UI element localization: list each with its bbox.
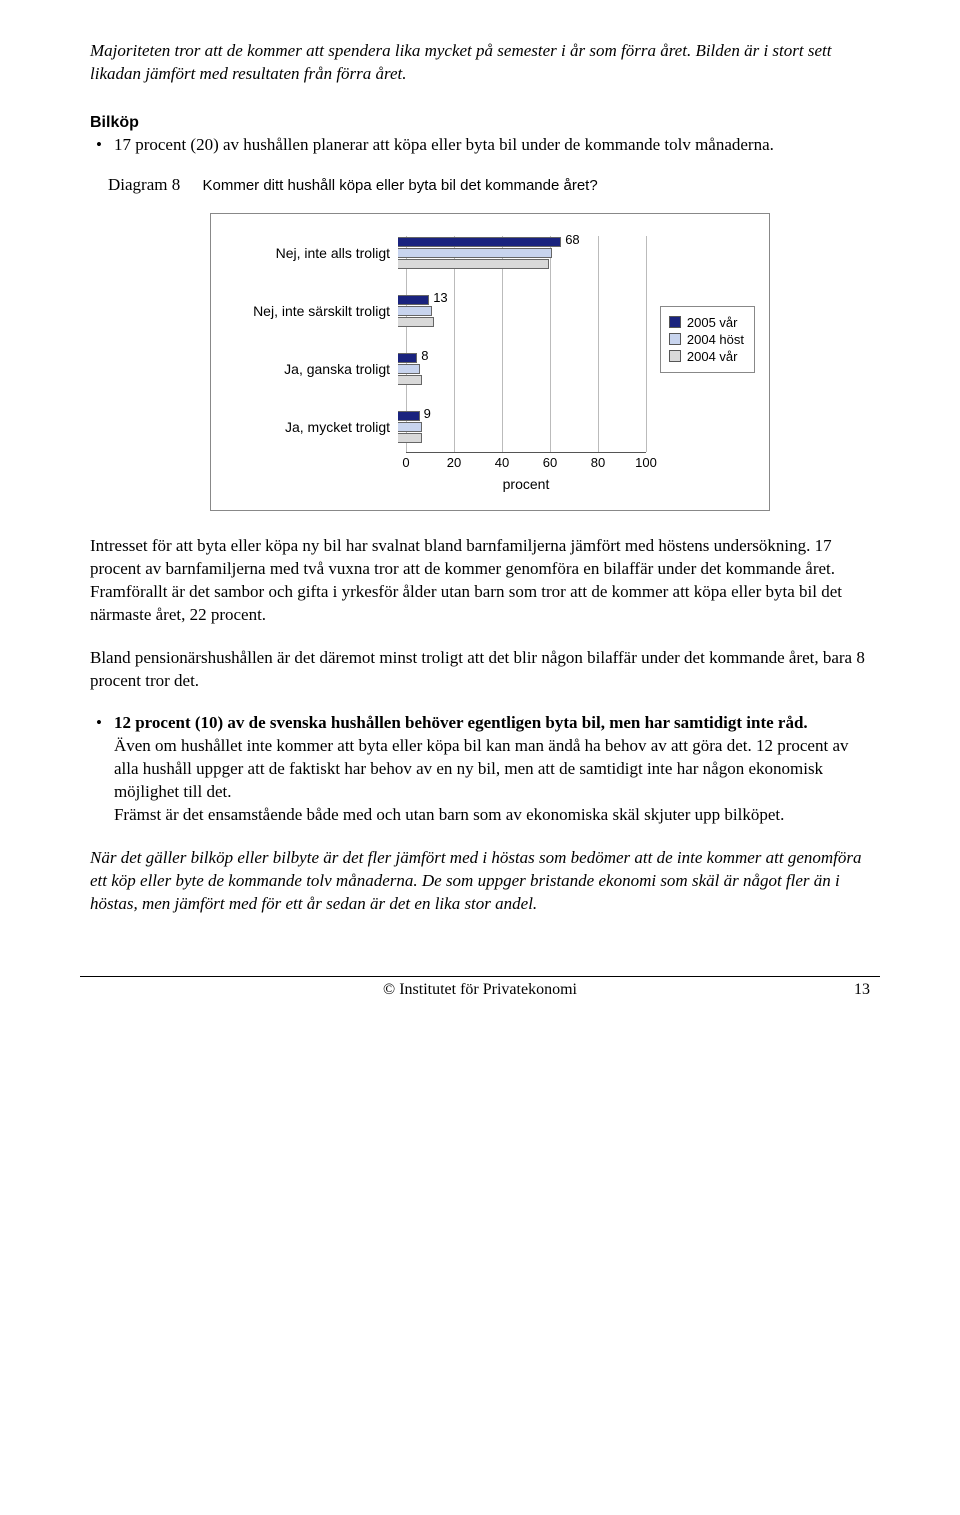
value-label: 9 [424, 406, 431, 421]
bar [398, 433, 422, 443]
bullet2-bold: 12 procent (10) av de svenska hushållen … [114, 713, 808, 732]
legend-item: 2004 höst [669, 332, 744, 347]
bullet-text: 12 procent (10) av de svenska hushållen … [114, 712, 870, 827]
x-tick: 0 [402, 455, 409, 470]
bar [398, 375, 422, 385]
x-axis: 020406080100 [406, 452, 646, 474]
bar [398, 248, 552, 258]
value-label: 13 [433, 290, 447, 305]
chart-legend: 2005 vår 2004 höst 2004 vår [660, 306, 755, 373]
chart-row: Ja, mycket troligt9 [223, 410, 757, 444]
page-footer: © Institutet för Privatekonomi 13 [90, 977, 870, 999]
bar-chart: Nej, inte alls troligt68Nej, inte särski… [210, 213, 770, 511]
legend-label: 2004 vår [687, 349, 738, 364]
legend-label: 2005 vår [687, 315, 738, 330]
x-tick: 20 [447, 455, 461, 470]
legend-label: 2004 höst [687, 332, 744, 347]
category-label: Ja, ganska troligt [223, 361, 398, 377]
intro-paragraph: Majoriteten tror att de kommer att spend… [90, 40, 870, 86]
bar-group: 8 [398, 352, 638, 386]
body-paragraph-2: Bland pensionärshushållen är det däremot… [90, 647, 870, 693]
para1b-text: Framförallt är det sambor och gifta i yr… [90, 582, 842, 624]
bar [398, 353, 417, 363]
legend-swatch [669, 316, 681, 328]
bullet-marker: • [90, 712, 114, 735]
x-tick: 60 [543, 455, 557, 470]
bullet-text: 17 procent (20) av hushållen planerar at… [114, 134, 870, 157]
legend-item: 2005 vår [669, 315, 744, 330]
bullet-item-2: • 12 procent (10) av de svenska hushålle… [90, 712, 870, 827]
bullet-item-1: • 17 procent (20) av hushållen planerar … [90, 134, 870, 157]
value-label: 8 [421, 348, 428, 363]
bullet2-body: Även om hushållet inte kommer att byta e… [114, 736, 849, 801]
legend-swatch [669, 333, 681, 345]
page-number: 13 [854, 981, 870, 999]
diagram-caption: Kommer ditt hushåll köpa eller byta bil … [202, 177, 597, 194]
x-tick: 80 [591, 455, 605, 470]
category-label: Ja, mycket troligt [223, 419, 398, 435]
bar-group: 9 [398, 410, 638, 444]
bullet-marker: • [90, 134, 114, 157]
bar [398, 259, 549, 269]
footer-text: © Institutet för Privatekonomi [383, 981, 577, 999]
bar-group: 13 [398, 294, 638, 328]
value-label: 68 [565, 232, 579, 247]
diagram-label: Diagram 8 Kommer ditt hushåll köpa eller… [108, 175, 870, 195]
chart-row: Nej, inte alls troligt68 [223, 236, 757, 270]
para1-text: Intresset för att byta eller köpa ny bil… [90, 536, 835, 578]
bar [398, 295, 429, 305]
x-axis-label: procent [406, 476, 646, 492]
bar [398, 364, 420, 374]
bar-group: 68 [398, 236, 638, 270]
x-tick: 40 [495, 455, 509, 470]
body-paragraph-1: Intresset för att byta eller köpa ny bil… [90, 535, 870, 627]
diagram-number: Diagram 8 [108, 175, 180, 194]
bar [398, 317, 434, 327]
bar [398, 422, 422, 432]
x-tick: 100 [635, 455, 657, 470]
bar [398, 411, 420, 421]
bar [398, 237, 561, 247]
bar [398, 306, 432, 316]
legend-item: 2004 vår [669, 349, 744, 364]
legend-swatch [669, 350, 681, 362]
category-label: Nej, inte alls troligt [223, 245, 398, 261]
category-label: Nej, inte särskilt troligt [223, 303, 398, 319]
bullet2-body2: Främst är det ensamstående både med och … [114, 805, 784, 824]
section-title: Bilköp [90, 114, 870, 132]
closing-paragraph: När det gäller bilköp eller bilbyte är d… [90, 847, 870, 916]
